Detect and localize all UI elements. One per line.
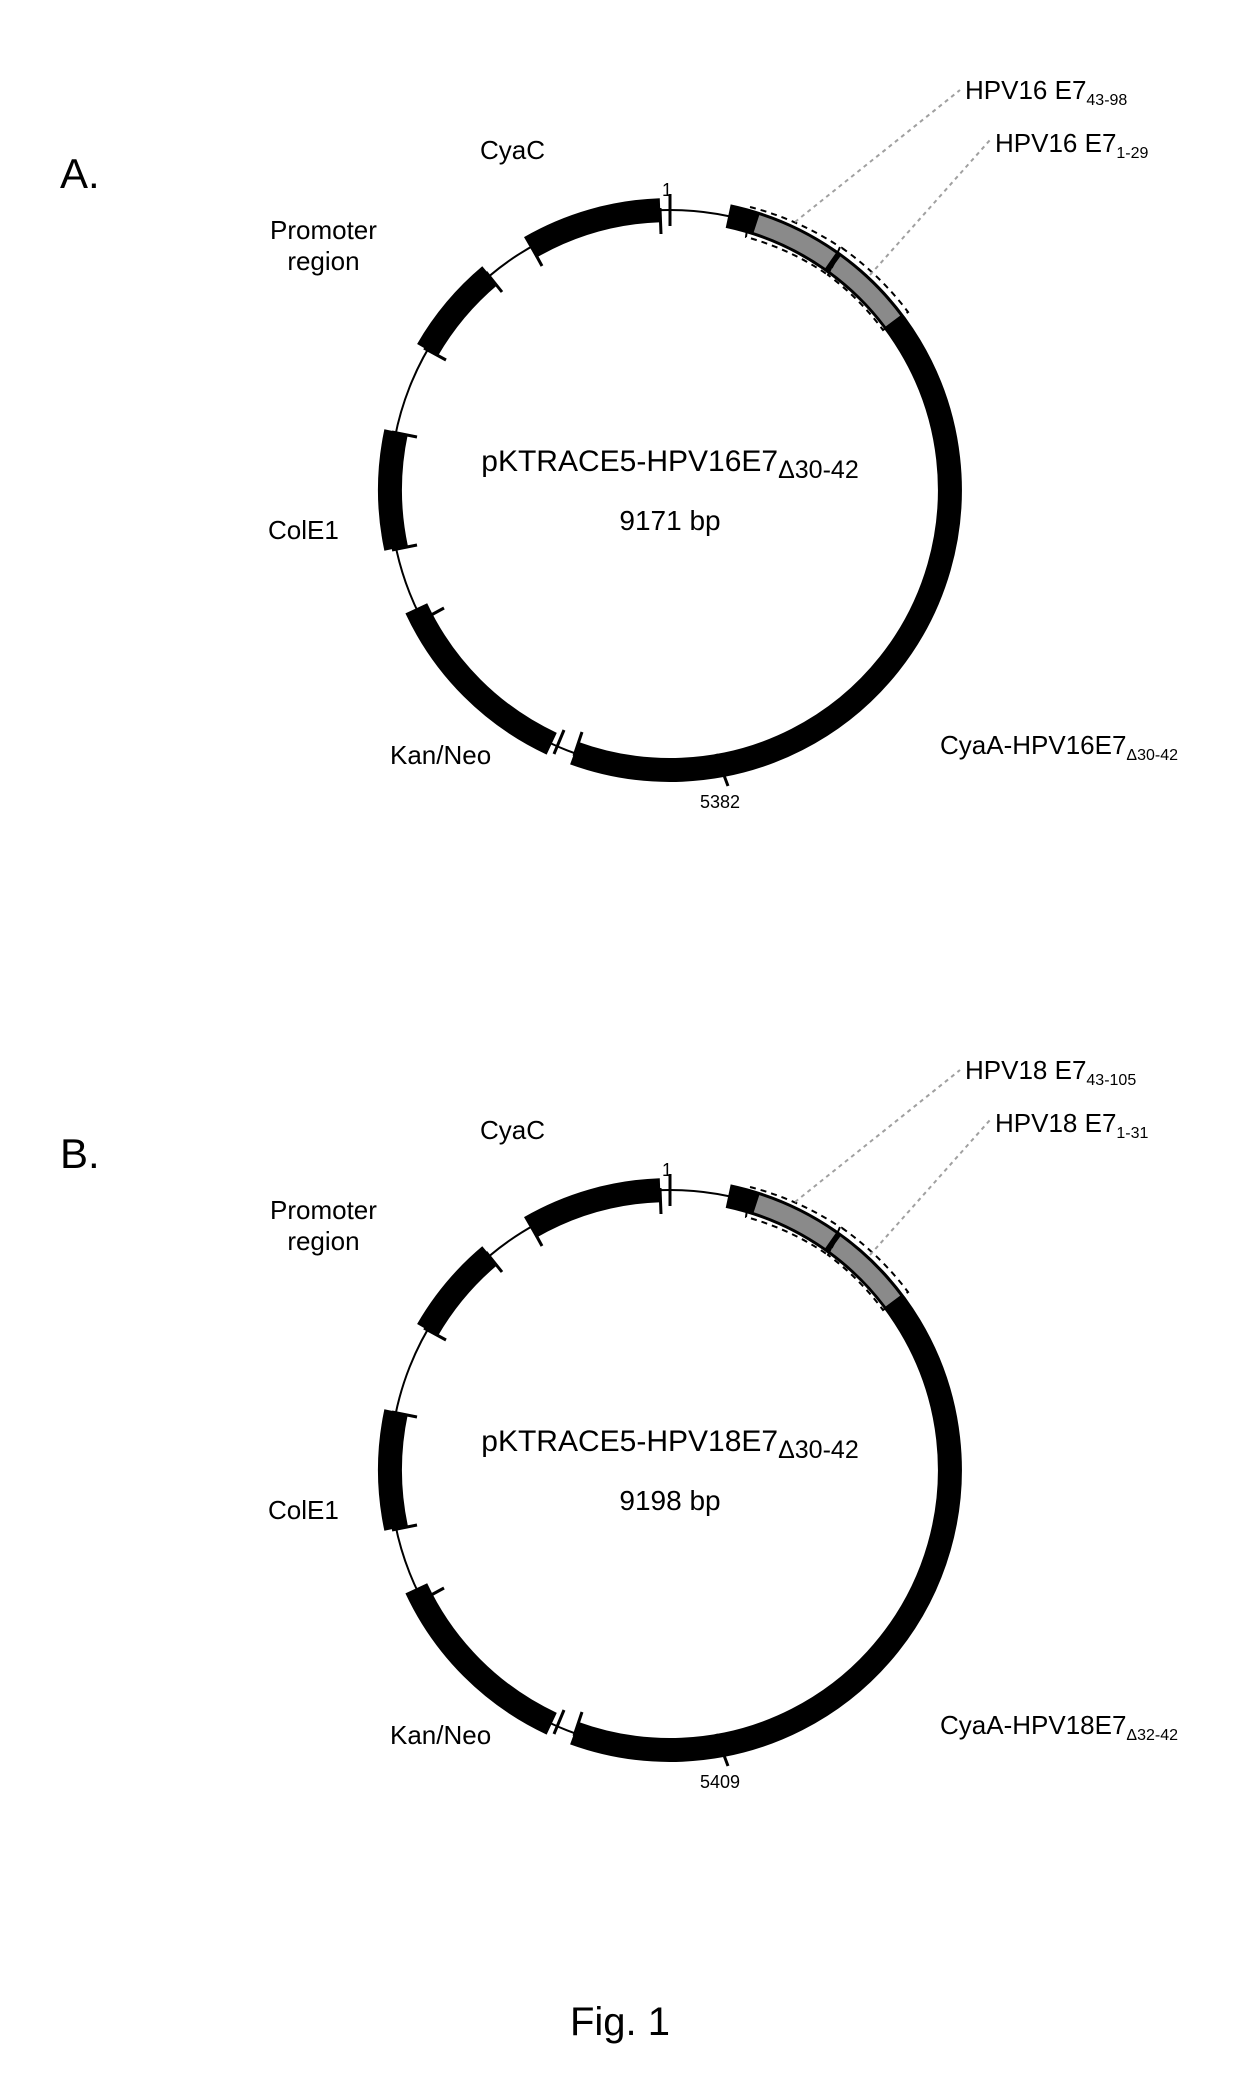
label-insert1-sub: 43-98 bbox=[1086, 92, 1127, 109]
tick-bottom-label: 5382 bbox=[700, 792, 740, 813]
center-text-a: pKTRACE5-HPV16E7Δ30-42 9171 bp bbox=[480, 445, 860, 537]
label-kanNeo: Kan/Neo bbox=[390, 740, 491, 771]
arc-promoter bbox=[428, 276, 491, 351]
arc-promoter-b bbox=[428, 1256, 491, 1331]
label-colE1-b: ColE1 bbox=[268, 1495, 339, 1526]
label-insert2-text-b: HPV18 E7 bbox=[995, 1108, 1116, 1138]
tick-top-label-b: 1 bbox=[662, 1160, 672, 1181]
label-colE1: ColE1 bbox=[268, 515, 339, 546]
center-suffix-b: Δ30-42 bbox=[778, 1436, 859, 1464]
arc-cyaC-b bbox=[530, 1190, 660, 1227]
label-insert2-text: HPV16 E7 bbox=[995, 128, 1116, 158]
arc-colE1-b bbox=[390, 1412, 396, 1528]
label-insert1-b: HPV18 E743-105 bbox=[965, 1055, 1136, 1090]
label-cyaA-hpv: CyaA-HPV16E7Δ30-42 bbox=[940, 730, 1178, 765]
label-cyaC: CyaC bbox=[480, 135, 545, 166]
center-bp-a: 9171 bp bbox=[480, 505, 860, 537]
panel-b: B. bbox=[20, 1020, 1220, 1920]
center-suffix-a: Δ30-42 bbox=[778, 456, 859, 484]
arc-kanNeo bbox=[416, 608, 551, 743]
center-bp-b: 9198 bp bbox=[480, 1485, 860, 1517]
arc-kanNeo-b bbox=[416, 1588, 551, 1723]
arc-colE1 bbox=[390, 432, 396, 548]
leader-insert2 bbox=[870, 140, 990, 275]
label-cyaA-hpv-text-b: CyaA-HPV18E7 bbox=[940, 1710, 1126, 1740]
label-insert1-sub-b: 43-105 bbox=[1086, 1072, 1136, 1089]
figure-caption: Fig. 1 bbox=[20, 2000, 1220, 2045]
label-kanNeo-b: Kan/Neo bbox=[390, 1720, 491, 1751]
panel-b-letter: B. bbox=[60, 1130, 100, 1178]
label-cyaA-hpv-b: CyaA-HPV18E7Δ32-42 bbox=[940, 1710, 1178, 1745]
figure-page: A. bbox=[20, 40, 1220, 2045]
leader-insert2-b bbox=[870, 1120, 990, 1255]
panel-a: A. bbox=[20, 40, 1220, 940]
label-insert1: HPV16 E743-98 bbox=[965, 75, 1127, 110]
label-insert2-b: HPV18 E71-31 bbox=[995, 1108, 1148, 1143]
arc-cyaC bbox=[530, 210, 660, 247]
label-insert1-text-b: HPV18 E7 bbox=[965, 1055, 1086, 1085]
label-insert2-sub: 1-29 bbox=[1116, 145, 1148, 162]
label-insert2-sub-b: 1-31 bbox=[1116, 1125, 1148, 1142]
tick-bottom-label-b: 5409 bbox=[700, 1772, 740, 1793]
label-cyaC-b: CyaC bbox=[480, 1115, 545, 1146]
center-name-b: pKTRACE5-HPV18E7 bbox=[481, 1425, 778, 1458]
panel-a-letter: A. bbox=[60, 150, 100, 198]
label-cyaA-hpv-sub: Δ30-42 bbox=[1126, 747, 1178, 764]
tick-top-label: 1 bbox=[662, 180, 672, 201]
center-text-b: pKTRACE5-HPV18E7Δ30-42 9198 bp bbox=[480, 1425, 860, 1517]
label-insert2: HPV16 E71-29 bbox=[995, 128, 1148, 163]
label-cyaA-hpv-sub-b: Δ32-42 bbox=[1126, 1727, 1178, 1744]
label-promoter-b: Promoter region bbox=[270, 1195, 377, 1257]
center-name-a: pKTRACE5-HPV16E7 bbox=[481, 445, 778, 478]
label-promoter: Promoter region bbox=[270, 215, 377, 277]
label-insert1-text: HPV16 E7 bbox=[965, 75, 1086, 105]
label-cyaA-hpv-text: CyaA-HPV16E7 bbox=[940, 730, 1126, 760]
